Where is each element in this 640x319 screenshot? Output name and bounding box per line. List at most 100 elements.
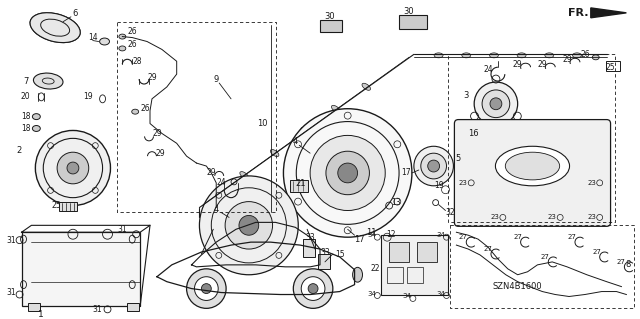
Ellipse shape: [33, 125, 40, 131]
Text: 2: 2: [16, 146, 21, 155]
Text: 19: 19: [83, 93, 93, 101]
Text: 26: 26: [127, 27, 137, 36]
Ellipse shape: [545, 53, 554, 58]
Circle shape: [428, 160, 440, 172]
Text: 1: 1: [38, 310, 44, 319]
Text: 29: 29: [147, 73, 157, 82]
Text: 18: 18: [20, 112, 30, 121]
Circle shape: [310, 135, 385, 211]
Bar: [303, 239, 315, 257]
Text: 24: 24: [483, 65, 493, 74]
Text: 28: 28: [132, 57, 142, 66]
Text: 23: 23: [588, 214, 596, 220]
Bar: [389, 242, 409, 262]
Ellipse shape: [119, 34, 126, 39]
Circle shape: [239, 215, 259, 235]
Circle shape: [326, 151, 369, 195]
Text: 13: 13: [391, 198, 401, 207]
Text: 8: 8: [626, 260, 631, 269]
Text: 11: 11: [366, 228, 377, 237]
Circle shape: [284, 109, 412, 237]
Ellipse shape: [517, 53, 526, 58]
FancyBboxPatch shape: [454, 120, 611, 226]
Text: 34: 34: [367, 291, 376, 297]
Text: 31: 31: [7, 288, 17, 297]
Text: 27: 27: [484, 246, 492, 252]
Text: 27: 27: [459, 234, 468, 240]
Text: 16: 16: [468, 129, 479, 138]
Text: 27: 27: [592, 249, 601, 255]
Bar: [399, 15, 427, 29]
Circle shape: [202, 284, 211, 293]
Text: 31: 31: [7, 236, 17, 245]
Ellipse shape: [506, 152, 559, 180]
Text: 23: 23: [459, 180, 468, 186]
Text: 32: 32: [445, 208, 455, 217]
Text: 10: 10: [257, 119, 268, 128]
Bar: [127, 303, 139, 311]
Polygon shape: [591, 8, 627, 18]
Text: 17: 17: [401, 168, 411, 177]
Text: 5: 5: [456, 154, 461, 163]
Circle shape: [57, 152, 89, 184]
Bar: [320, 20, 342, 32]
Text: 25: 25: [605, 63, 616, 72]
Text: 29: 29: [513, 60, 522, 69]
Ellipse shape: [30, 13, 80, 43]
Bar: [28, 303, 40, 311]
Text: 18: 18: [20, 124, 30, 133]
Text: 26: 26: [580, 50, 589, 59]
Circle shape: [414, 146, 453, 186]
Circle shape: [35, 130, 111, 205]
Text: 30: 30: [324, 12, 335, 21]
Ellipse shape: [270, 150, 279, 157]
Circle shape: [200, 176, 298, 275]
Text: 4: 4: [292, 137, 298, 146]
Text: 30: 30: [404, 7, 414, 16]
Text: 23: 23: [490, 214, 499, 220]
Text: 33: 33: [305, 233, 315, 242]
Ellipse shape: [362, 83, 371, 90]
Text: 34: 34: [403, 293, 412, 300]
Text: 27: 27: [541, 254, 550, 260]
Text: 14: 14: [88, 33, 97, 42]
Ellipse shape: [301, 127, 309, 135]
Circle shape: [225, 202, 273, 249]
Text: 29: 29: [538, 60, 547, 69]
Text: 27: 27: [568, 234, 577, 240]
Circle shape: [195, 277, 218, 300]
Text: 34: 34: [436, 291, 445, 297]
Bar: [605, 61, 620, 71]
Ellipse shape: [132, 109, 139, 114]
Text: 27: 27: [617, 259, 626, 265]
Circle shape: [308, 284, 318, 293]
Text: 29: 29: [563, 55, 572, 64]
Text: 34: 34: [436, 232, 445, 238]
Text: SZN4B1600: SZN4B1600: [493, 282, 543, 291]
Bar: [417, 242, 436, 262]
Ellipse shape: [33, 114, 40, 120]
Text: 19: 19: [434, 181, 444, 190]
Bar: [318, 254, 330, 269]
Text: 29: 29: [152, 129, 162, 138]
Text: 23: 23: [548, 214, 557, 220]
Ellipse shape: [33, 73, 63, 89]
Ellipse shape: [490, 53, 499, 58]
Ellipse shape: [119, 46, 126, 51]
Text: 29: 29: [155, 149, 164, 158]
Circle shape: [474, 82, 518, 125]
Circle shape: [490, 98, 502, 110]
Bar: [59, 202, 77, 211]
Circle shape: [67, 162, 79, 174]
Ellipse shape: [592, 55, 599, 60]
Text: 21: 21: [295, 179, 305, 188]
Text: 6: 6: [72, 9, 77, 18]
Text: 9: 9: [214, 75, 219, 84]
Ellipse shape: [332, 105, 340, 112]
Text: 23: 23: [588, 180, 596, 186]
FancyBboxPatch shape: [22, 232, 140, 306]
Ellipse shape: [434, 53, 443, 58]
Circle shape: [338, 163, 358, 183]
Text: 24: 24: [216, 178, 226, 187]
Ellipse shape: [462, 53, 470, 58]
